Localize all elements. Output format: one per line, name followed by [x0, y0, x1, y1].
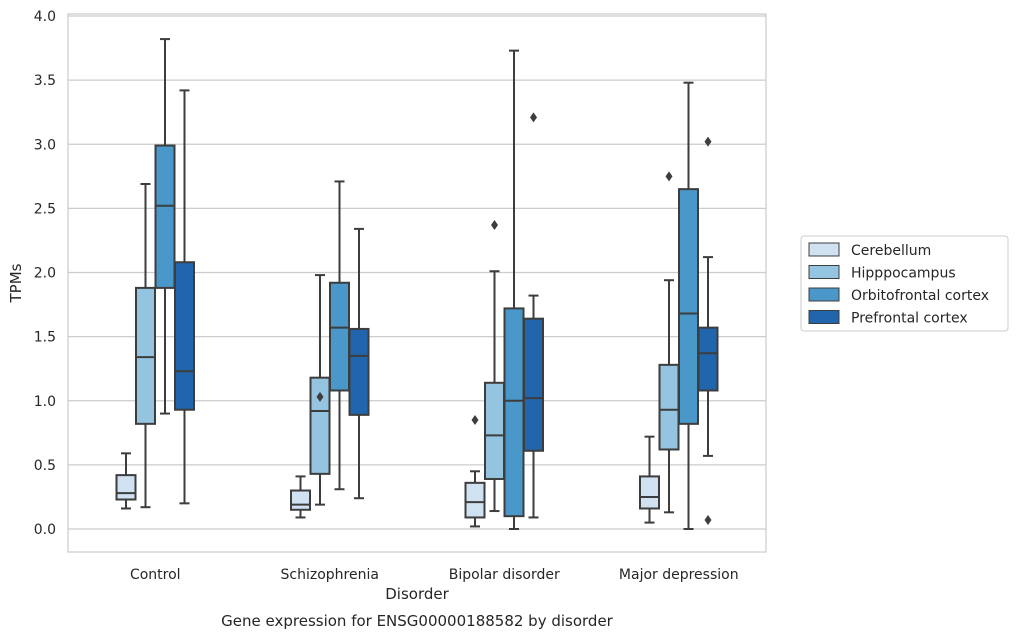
box-group: [115, 452, 137, 510]
box-iqr: [348, 327, 370, 416]
y-tick-labels: 0.0 0.5 1.0 1.5 2.0 2.5 3.0 3.5 4.0: [34, 9, 56, 538]
legend-label: Prefrontal cortex: [851, 311, 968, 327]
box-iqr: [329, 281, 350, 392]
outlier-point: [530, 112, 537, 123]
box-iqr: [309, 376, 331, 475]
box-group: [523, 112, 544, 519]
outlier-point: [491, 220, 498, 231]
box-group: [309, 274, 331, 506]
box-group: [348, 227, 370, 500]
outlier-point: [665, 171, 673, 182]
y-tick-label: 2.5: [34, 201, 56, 217]
y-tick-label: 1.0: [34, 394, 56, 410]
box-group: [484, 220, 505, 513]
x-axis-label: Disorder: [385, 585, 449, 603]
legend: Cerebellum Hipppocampus Orbitofrontal cort…: [800, 235, 1009, 332]
box-iqr: [484, 381, 505, 480]
box-group: [697, 136, 719, 526]
box-group: [464, 414, 486, 528]
legend-label: Orbitofrontal cortex: [851, 288, 989, 304]
box-group: [154, 38, 176, 415]
outlier-point: [316, 391, 324, 402]
box-group: [678, 81, 699, 530]
box-group: [135, 183, 156, 509]
x-tick-label: Control: [130, 567, 181, 583]
y-tick-label: 3.5: [34, 73, 56, 89]
box-group: [329, 180, 350, 491]
legend-swatch: [808, 265, 840, 279]
y-tick-label: 0.5: [34, 458, 56, 474]
box-iqr: [639, 475, 660, 510]
box-iqr: [678, 188, 699, 425]
outlier-point: [471, 414, 479, 425]
outlier-point: [704, 136, 712, 147]
y-tick-label: 3.0: [34, 137, 56, 153]
box-group: [290, 475, 311, 519]
y-tick-label: 4.0: [34, 9, 56, 25]
legend-swatch: [808, 310, 840, 324]
box-iqr: [503, 307, 525, 518]
legend-swatch: [808, 287, 840, 302]
box-iqr: [115, 474, 137, 501]
y-axis-label: TPMs: [7, 263, 25, 303]
y-tick-label: 0.0: [34, 522, 56, 538]
chart-caption: Gene expression for ENSG00000188582 by d…: [221, 612, 614, 630]
legend-label: Cerebellum: [851, 243, 931, 259]
boxes: [115, 38, 719, 530]
box-iqr: [523, 317, 544, 452]
y-tick-label: 1.5: [34, 330, 56, 346]
legend-frame: [800, 235, 1009, 332]
x-tick-label: Major depression: [619, 567, 739, 583]
outlier-point: [704, 515, 712, 526]
legend-items: Cerebellum Hipppocampus Orbitofrontal cort…: [808, 242, 989, 327]
box-iqr: [658, 363, 680, 451]
legend-swatch: [808, 242, 840, 257]
box-iqr: [135, 286, 156, 425]
box-iqr: [464, 481, 486, 519]
box-iqr: [154, 144, 176, 289]
box-group: [639, 435, 660, 524]
box-group: [174, 89, 195, 505]
y-tick-label: 2.0: [34, 266, 56, 282]
box-iqr: [174, 261, 195, 411]
plot-frame: [67, 13, 767, 553]
box-iqr: [697, 326, 719, 392]
x-tick-label: Schizophrenia: [281, 567, 379, 583]
x-tick-label: Bipolar disorder: [449, 567, 560, 583]
x-tick-labels: Control Schizophrenia Bipolar disorder Majo…: [130, 567, 739, 583]
box-iqr: [290, 489, 311, 511]
legend-label: Hipppocampus: [851, 266, 956, 282]
